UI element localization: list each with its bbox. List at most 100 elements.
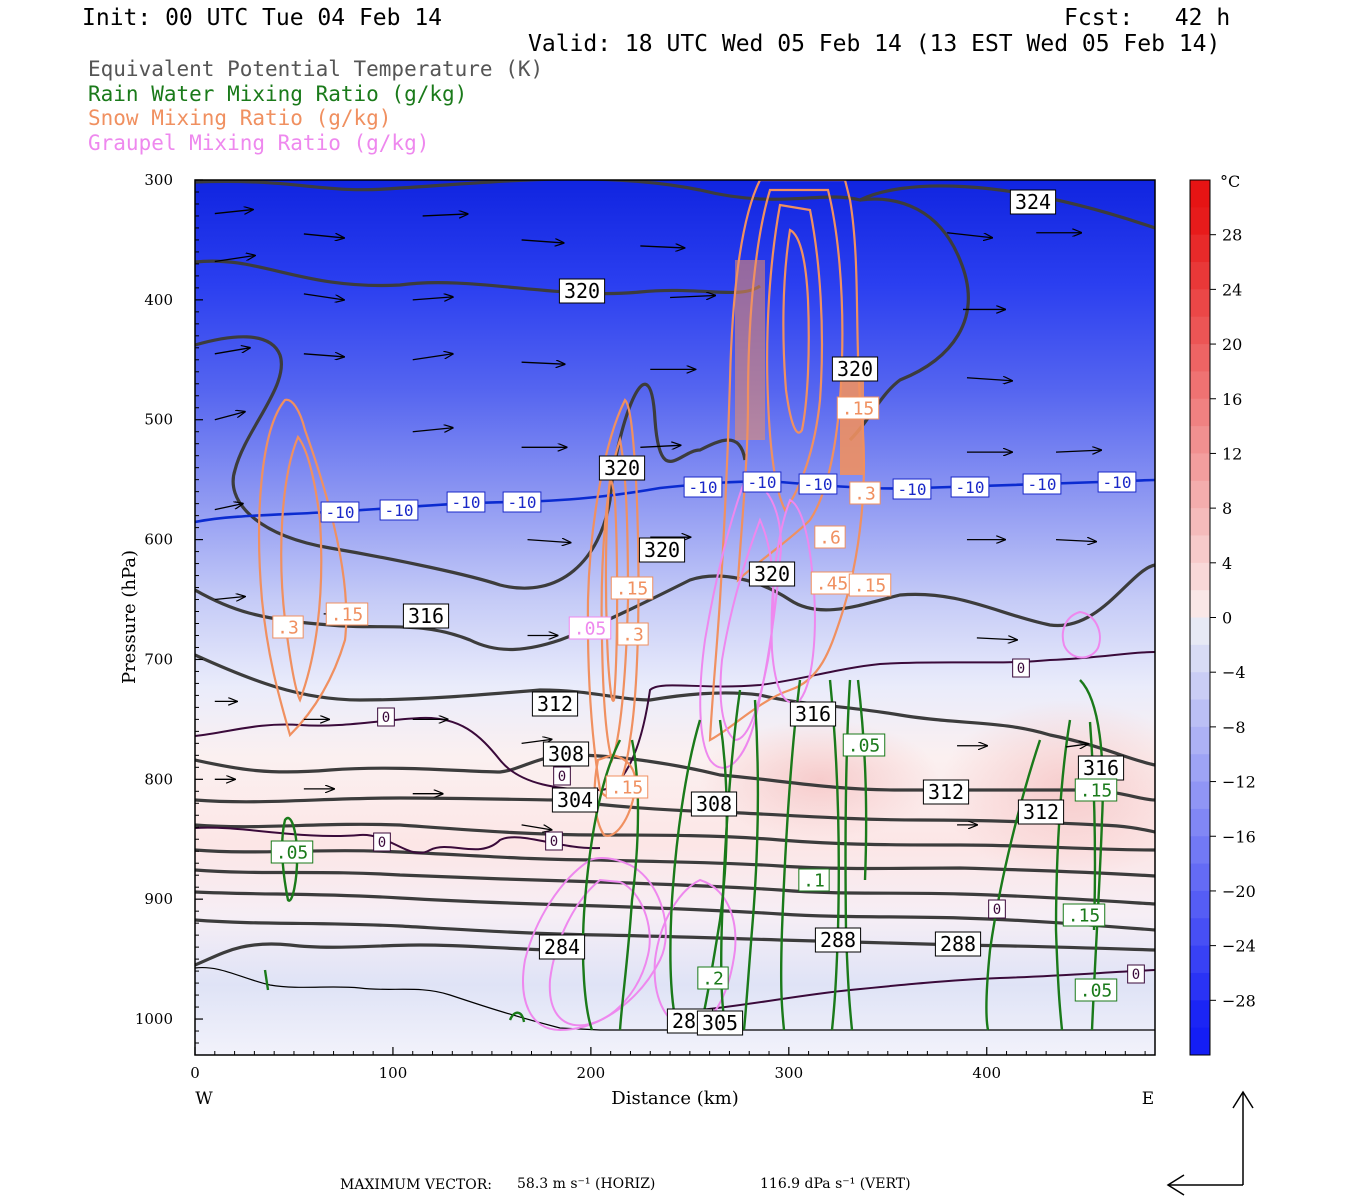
max-vector-vert: 116.9 dPa s⁻¹ (VERT) (760, 1176, 911, 1192)
snow-label: .15 (325, 602, 369, 626)
wind-vector (214, 597, 245, 600)
svg-text:.45: .45 (816, 573, 849, 594)
wind-vector (947, 232, 992, 238)
svg-text:0: 0 (1017, 661, 1025, 677)
colorbar-tick-label: 16 (1222, 390, 1242, 409)
wind-vector (1065, 744, 1088, 747)
wind-vector (527, 540, 571, 543)
colorbar-segment (1190, 699, 1210, 728)
svg-text:284: 284 (544, 935, 580, 959)
wind-vector (303, 293, 344, 300)
rain-label: .05 (270, 840, 314, 864)
svg-text:0: 0 (550, 834, 558, 850)
wind-vector (966, 378, 1012, 381)
svg-text:0: 0 (1132, 967, 1140, 983)
svg-text:320: 320 (754, 562, 790, 586)
colorbar-tick-label: 8 (1222, 499, 1232, 518)
svg-text:.15: .15 (1068, 905, 1101, 926)
svg-text:-10: -10 (804, 475, 833, 494)
x-end-label-west: W (195, 1089, 213, 1109)
graupel-label: .05 (568, 616, 612, 640)
snow-label: .45 (810, 571, 854, 595)
snow-label: .6 (814, 525, 846, 549)
svg-text:-10: -10 (898, 480, 927, 499)
plot-frame (194, 179, 1156, 1056)
wind-vector (412, 354, 453, 361)
theta-e-label: 316 (789, 701, 837, 727)
x-tick-label: 100 (379, 1064, 408, 1082)
field-label-graupel: Graupel Mixing Ratio (g/kg) (88, 131, 430, 155)
wind-vector (214, 412, 245, 421)
theta-e-label: 320 (558, 278, 606, 304)
colorbar-segment (1190, 180, 1210, 208)
minus-ten-isotherm-label: -10 (320, 501, 360, 523)
colorbar-tick-label: 12 (1222, 444, 1242, 463)
y-axis-label: Pressure (hPa) (119, 550, 140, 684)
theta-e-contour-320 (195, 197, 970, 442)
theta-e-contour-320 (195, 335, 747, 590)
snow-contour (280, 434, 323, 703)
x-axis-label: Distance (km) (611, 1088, 738, 1109)
svg-text:0: 0 (993, 902, 1001, 918)
colorbar-segment (1190, 508, 1210, 536)
svg-text:312: 312 (928, 780, 964, 804)
x-tick-label: 200 (577, 1064, 606, 1082)
wind-vector (303, 234, 344, 238)
minus-ten-isotherm-label: -10 (379, 499, 419, 521)
svg-text:320: 320 (604, 456, 640, 480)
minus-ten-isotherm-label: -10 (892, 478, 932, 500)
wind-vector (214, 256, 255, 263)
wind-vector (412, 297, 453, 300)
colorbar-segment (1190, 945, 1210, 974)
minus-ten-isotherm-label: -10 (1022, 473, 1062, 495)
svg-text:308: 308 (548, 742, 584, 766)
rain-label: .15 (1074, 778, 1118, 802)
svg-text:.15: .15 (331, 604, 364, 625)
svg-text:0: 0 (382, 710, 390, 726)
svg-text:.05: .05 (574, 618, 607, 639)
svg-text:-10: -10 (1103, 473, 1132, 492)
svg-text:320: 320 (564, 279, 600, 303)
svg-text:-10: -10 (385, 501, 414, 520)
y-tick-label: 600 (144, 531, 173, 549)
wind-vector (422, 214, 468, 216)
colorbar-tick-label: −4 (1222, 663, 1246, 682)
colorbar-tick-label: −28 (1222, 991, 1256, 1010)
zero-isotherm-label: 0 (373, 832, 391, 852)
colorbar-tick-label: 20 (1222, 335, 1242, 354)
wind-vector (214, 210, 253, 214)
zero-isotherm-label: 0 (1127, 964, 1145, 984)
svg-text:.3: .3 (277, 617, 299, 638)
minus-ten-isotherm-label: -10 (742, 471, 782, 493)
colorbar-unit: °C (1220, 172, 1240, 191)
colorbar-tick-label: −24 (1222, 937, 1256, 956)
theta-e-label: 324 (1009, 189, 1057, 215)
y-tick-label: 500 (144, 411, 173, 429)
svg-text:.05: .05 (1080, 980, 1113, 1001)
colorbar-tick-label: −8 (1222, 718, 1246, 737)
colorbar-tick-label: 4 (1222, 554, 1232, 573)
svg-text:288: 288 (940, 932, 976, 956)
theta-e-label: 308 (690, 791, 738, 817)
y-tick-label: 400 (144, 291, 173, 309)
zero-isotherm-label: 0 (377, 707, 395, 727)
minus-ten-isotherm-label: -10 (1097, 471, 1137, 493)
colorbar-segment (1190, 480, 1210, 509)
colorbar-segment (1190, 808, 1210, 837)
rain-contour (508, 1011, 526, 1023)
wind-vector (1055, 540, 1096, 542)
rain-contour (720, 689, 760, 1031)
wind-vector (670, 295, 715, 297)
svg-text:-10: -10 (508, 493, 537, 512)
svg-text:304: 304 (557, 788, 593, 812)
rain-contour (263, 969, 270, 991)
svg-text:.05: .05 (848, 735, 881, 756)
rain-label: .1 (798, 868, 830, 892)
theta-e-contour-308 (195, 753, 1155, 802)
wind-vector (521, 240, 564, 243)
svg-text:0: 0 (378, 835, 386, 851)
colorbar-segment (1190, 617, 1210, 646)
colorbar-tick-label: 0 (1222, 609, 1232, 628)
theta-e-label: 320 (831, 356, 879, 382)
